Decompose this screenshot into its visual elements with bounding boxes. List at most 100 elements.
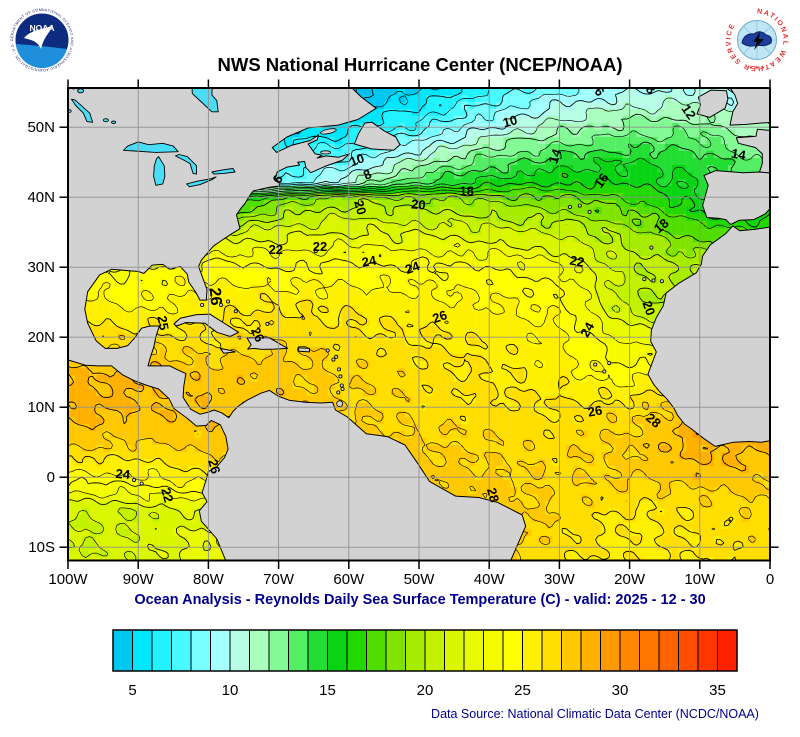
contour-label: 28 [484, 486, 502, 504]
colorbar-tick-label: 5 [128, 682, 136, 699]
island-speck [659, 279, 664, 284]
island-speck [334, 354, 339, 359]
island-speck [593, 362, 598, 367]
x-axis-label: 60W [333, 571, 365, 588]
contour-label: 24 [361, 252, 379, 269]
colorbar-tick-label: 35 [709, 682, 726, 699]
x-axis-label: 30W [544, 571, 576, 588]
contour-label: 6 [591, 84, 607, 99]
island-pei [320, 150, 332, 155]
land-cuba [173, 313, 240, 337]
contour-label: 26 [248, 325, 268, 344]
island-speck [336, 390, 341, 395]
lake-huron [174, 154, 197, 175]
x-axis-label: 10W [684, 571, 716, 588]
contour-label: 20 [351, 198, 369, 216]
island-speck [132, 477, 137, 482]
island-speck [265, 321, 270, 326]
contour-label: 16 [591, 170, 612, 190]
land-americas [68, 88, 527, 561]
island-speck [567, 205, 572, 210]
x-axis-label: 0 [766, 571, 774, 588]
y-axis-label: 50N [27, 119, 55, 136]
island-speck [226, 299, 231, 304]
islands-layer [132, 128, 664, 486]
noaa-logo-text: NOAA [29, 23, 54, 33]
lake-michigan [153, 156, 166, 186]
island-speck [339, 383, 344, 388]
nws-stars: ★ ★ ★ [749, 65, 766, 71]
land-puerto-rico [297, 347, 310, 353]
nws-logo: NATIONAL WEATHER SERVICE ★ ★ ★ [724, 7, 790, 73]
colorbar: 5 10 15 20 25 30 35 [112, 629, 738, 699]
island-speck [325, 348, 330, 353]
island-speck [340, 386, 345, 391]
colorbar-tick-label: 15 [319, 682, 336, 699]
island-speck [587, 209, 592, 214]
land-layer [68, 88, 770, 561]
colorbar-frame [112, 629, 738, 672]
colorbar-tick-label: 30 [612, 682, 629, 699]
x-axis-label: 20W [614, 571, 646, 588]
x-axis-label: 90W [123, 571, 155, 588]
y-axis-label: 0 [47, 469, 55, 486]
contour-label: 26 [205, 457, 223, 475]
colorbar-tick-label: 25 [514, 682, 531, 699]
land-jamaica [219, 347, 236, 354]
island-speck [651, 278, 656, 283]
contour-label: 22 [269, 242, 283, 257]
y-axis-label: 20N [27, 329, 55, 346]
island-speck [336, 367, 341, 372]
x-axis-label: 100W [48, 571, 88, 588]
contour-label: 24 [403, 258, 422, 277]
contour-label: 26 [430, 307, 449, 326]
island-speck [233, 309, 238, 314]
page-title: NWS National Hurricane Center (NCEP/NOAA… [218, 54, 623, 75]
island-speck [218, 302, 223, 307]
contour-label: 18 [459, 184, 473, 199]
x-axis-label: 70W [263, 571, 295, 588]
grid-layer [68, 88, 770, 561]
x-axis-label: 40W [474, 571, 506, 588]
small-lake [111, 120, 117, 124]
contour-label: 14 [730, 146, 748, 163]
y-axis-label: 10N [27, 399, 55, 416]
lake-winnipeg [71, 98, 94, 123]
island-speck [331, 357, 336, 362]
contour-label: 10 [347, 150, 366, 169]
colorbar-tick-label: 20 [417, 682, 434, 699]
y-axis-label: 10S [28, 539, 55, 556]
nws-lightning-icon [753, 32, 764, 50]
contour-label: 25 [155, 315, 172, 332]
island-speck [313, 249, 318, 254]
data-source-text: Data Source: National Climatic Data Cent… [431, 707, 759, 721]
contour-label: 24 [115, 466, 131, 482]
axes-layer: 100W 90W 80W 70W 60W 50W 40W 30W 20W 10W 0 50N 40N 30… [27, 79, 779, 588]
land-great-britain [729, 88, 770, 126]
island-speck [602, 369, 607, 374]
x-axis-label: 80W [193, 571, 225, 588]
island-speck [577, 203, 582, 208]
lake-james-bay [191, 88, 219, 113]
x-axis-label: 50W [404, 571, 436, 588]
island-speck [649, 245, 654, 250]
contour-label: 8 [643, 81, 659, 97]
contour-label: 26 [206, 287, 225, 306]
noaa-sea-shape [16, 44, 67, 69]
contour-label: 22 [158, 486, 176, 504]
colorbar-tick-label: 10 [222, 682, 239, 699]
noaa-gull-icon [24, 25, 53, 49]
y-axis-label: 40N [27, 189, 55, 206]
contour-label: 22 [313, 239, 327, 254]
y-axis-label: 30N [27, 259, 55, 276]
island-speck [642, 277, 647, 282]
island-speck [607, 361, 612, 366]
land-africa [647, 225, 770, 447]
colorbar-cells [112, 629, 738, 672]
contour-label: 22 [569, 253, 586, 270]
map-caption: Ocean Analysis - Reynolds Daily Sea Surf… [134, 592, 705, 608]
small-lake [102, 118, 109, 123]
